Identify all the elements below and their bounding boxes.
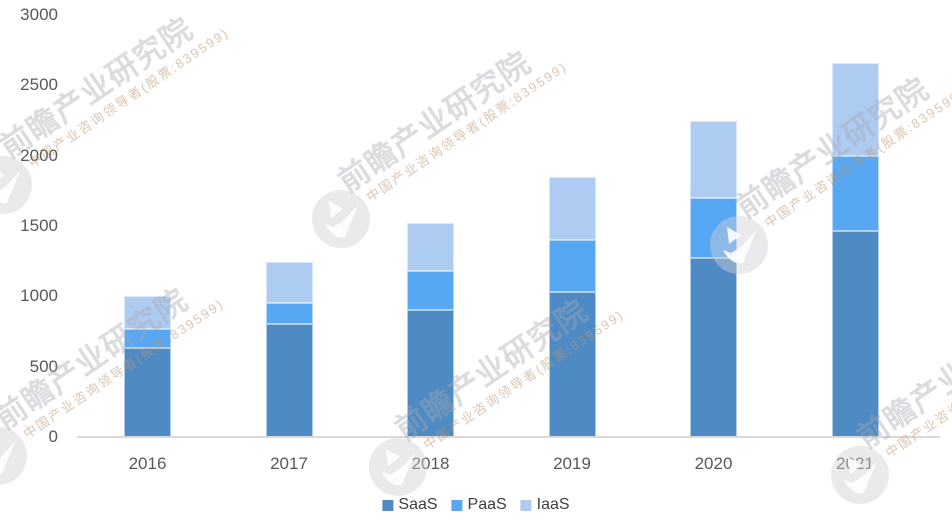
bar-segment-paas-2019: [548, 240, 596, 293]
bar-segment-paas-2021: [831, 155, 879, 231]
legend-item-iaas: IaaS: [520, 496, 570, 514]
x-category-label: 2020: [694, 454, 733, 473]
legend-label: SaaS: [398, 496, 438, 513]
legend-swatch-icon: [451, 499, 463, 511]
y-tick-label: 1500: [20, 216, 58, 235]
legend-swatch-icon: [382, 499, 394, 511]
bar-segment-iaas-2018: [407, 223, 454, 271]
bar-segment-saas-2018: [407, 310, 454, 437]
legend-label: IaaS: [536, 496, 570, 513]
legend: SaaS PaaS IaaS: [382, 496, 570, 514]
bar-segment-saas-2016: [124, 348, 171, 437]
bar-segment-iaas-2020: [690, 121, 737, 198]
legend-item-paas: PaaS: [451, 496, 507, 514]
y-tick-label: 0: [48, 427, 58, 446]
bar-segment-paas-2020: [690, 197, 737, 259]
y-tick-label: 2500: [20, 75, 58, 95]
legend-item-saas: SaaS: [382, 496, 438, 514]
bar-segment-saas-2019: [548, 292, 596, 437]
x-category-label: 2019: [553, 454, 591, 473]
bar-segment-iaas-2021: [831, 62, 879, 156]
x-category-label: 2018: [411, 454, 450, 473]
bar-segment-paas-2017: [265, 302, 313, 325]
x-category-label: 2016: [128, 454, 167, 473]
x-category-label: 2017: [270, 454, 308, 473]
y-tick-label: 2000: [20, 145, 58, 165]
bar-segment-saas-2021: [831, 230, 879, 437]
y-tick-label: 3000: [20, 5, 58, 24]
bar-segment-paas-2018: [407, 271, 454, 311]
bar-segment-paas-2016: [124, 328, 171, 349]
legend-swatch-icon: [520, 499, 532, 511]
bar-segment-saas-2017: [265, 324, 313, 437]
x-category-label: 2021: [836, 454, 874, 473]
y-tick-label: 1000: [20, 286, 58, 306]
bar-segment-saas-2020: [690, 258, 737, 437]
y-tick-label: 500: [29, 356, 58, 376]
x-axis-line: [77, 436, 940, 438]
bar-segment-iaas-2019: [548, 177, 596, 241]
legend-label: PaaS: [467, 496, 507, 513]
bar-segment-iaas-2017: [265, 261, 313, 303]
bar-segment-iaas-2016: [124, 296, 171, 329]
